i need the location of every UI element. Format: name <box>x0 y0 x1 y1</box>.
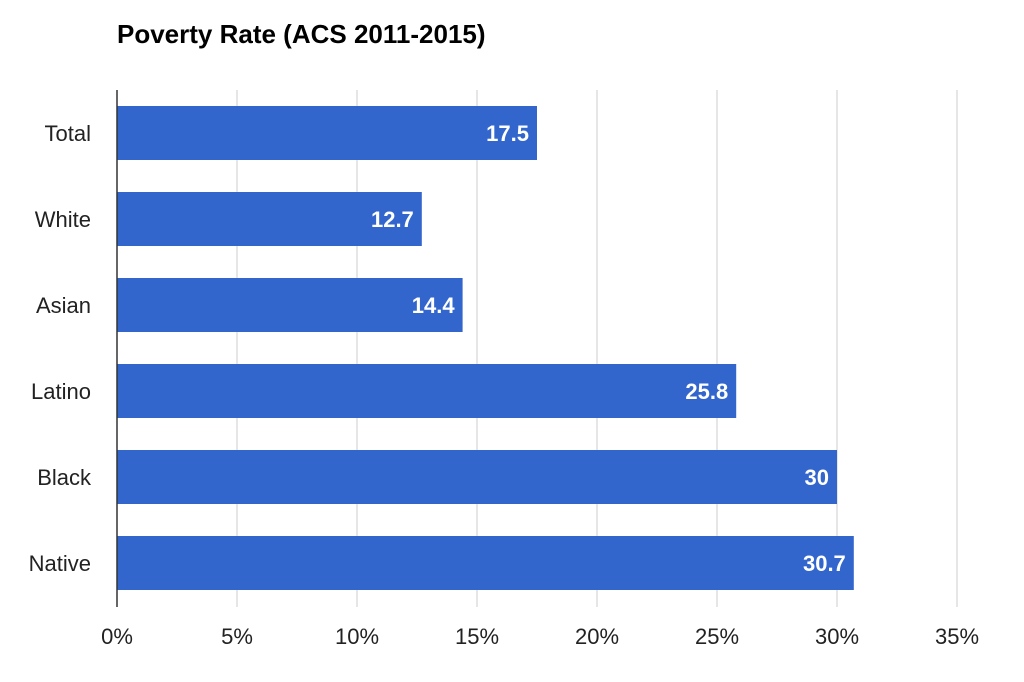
data-label: 12.7 <box>371 207 414 232</box>
chart-title: Poverty Rate (ACS 2011-2015) <box>117 19 486 49</box>
bar <box>117 278 463 332</box>
data-label: 14.4 <box>412 293 456 318</box>
x-tick-label: 35% <box>935 624 979 649</box>
category-label: Native <box>29 551 91 576</box>
bar <box>117 192 422 246</box>
x-tick-label: 20% <box>575 624 619 649</box>
x-tick-label: 5% <box>221 624 253 649</box>
data-label: 30 <box>805 465 829 490</box>
data-label: 30.7 <box>803 551 846 576</box>
x-tick-label: 0% <box>101 624 133 649</box>
category-label: Black <box>37 465 92 490</box>
category-label: Total <box>45 121 91 146</box>
x-tick-label: 15% <box>455 624 499 649</box>
category-label: Asian <box>36 293 91 318</box>
labels: 0% 5% 10% 15% 20% 25% 30% 35% Total 17.5 White 12.7… <box>29 121 979 649</box>
bar <box>117 364 737 418</box>
x-tick-label: 10% <box>335 624 379 649</box>
category-label: Latino <box>31 379 91 404</box>
bar <box>117 106 537 160</box>
x-tick-label: 30% <box>815 624 859 649</box>
category-label: White <box>35 207 91 232</box>
bar <box>117 450 837 504</box>
data-label: 25.8 <box>685 379 728 404</box>
bar <box>117 536 854 590</box>
data-label: 17.5 <box>486 121 529 146</box>
gridlines <box>236 90 958 607</box>
bars <box>117 106 854 590</box>
x-tick-label: 25% <box>695 624 739 649</box>
